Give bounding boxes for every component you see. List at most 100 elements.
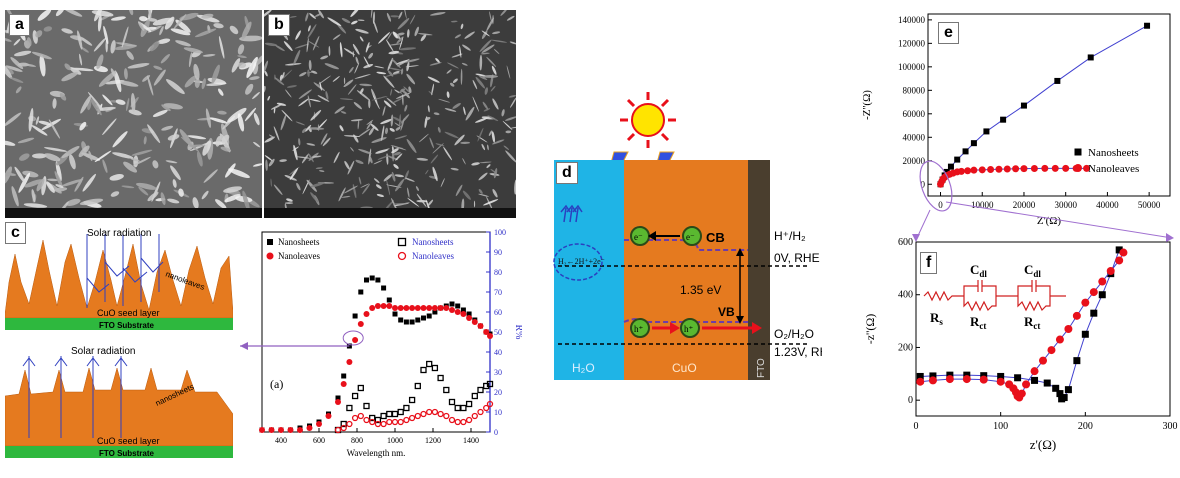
series-1-point — [386, 303, 393, 309]
panel-f: 0 100 200 300 0 200 400 600 z'(Ω) -z''(Ω) Cdl Cdl Rs… — [860, 236, 1180, 473]
series-0-point — [421, 315, 426, 321]
series-2-point — [454, 404, 461, 412]
series-1-point — [352, 337, 359, 343]
series-1-point — [483, 329, 490, 335]
panel-a: a — [5, 10, 262, 218]
series-0-point — [1098, 291, 1106, 299]
circuit-label-r2: Rct — [1024, 314, 1040, 331]
series-0-line — [940, 25, 1148, 185]
h-potential-label: H⁺/H₂ — [774, 229, 806, 243]
series-0-point — [455, 303, 461, 309]
series-3-point — [437, 410, 444, 418]
legend-label: Nanoleaves — [1088, 163, 1139, 175]
series-1-point — [316, 421, 322, 427]
series-1-point — [1055, 335, 1064, 344]
series-1-point — [916, 377, 925, 386]
x-axis-label: Z'(Ω) — [1037, 215, 1062, 227]
series-1-point — [335, 399, 341, 405]
arrowhead — [670, 322, 680, 334]
series-2-point — [386, 410, 393, 418]
series-1-point — [995, 165, 1003, 173]
y-tick-label-right: 30 — [494, 368, 502, 377]
hydrogen-bubble — [553, 243, 603, 281]
series-1-point — [414, 305, 421, 311]
series-0-point — [1087, 54, 1094, 61]
panel-label-a: a — [9, 14, 30, 36]
light-trapping-diagram: Solar radiation nanoleaves CuO seed laye… — [4, 228, 234, 458]
panel-b: b — [264, 10, 516, 218]
series-2-point — [486, 380, 494, 388]
x-tick-label: 0 — [914, 421, 919, 432]
h-potential-value: 0V, RHE — [774, 251, 820, 265]
legend-marker — [1074, 164, 1082, 172]
legend-marker — [266, 252, 274, 260]
y-tick-label: 60000 — [903, 109, 926, 119]
fto-substrate-top — [5, 318, 233, 330]
series-0-point — [426, 313, 432, 319]
series-0-point — [341, 373, 347, 379]
legend-marker — [1074, 148, 1082, 156]
series-2-point — [431, 364, 439, 372]
series-1-point — [945, 375, 954, 384]
y-tick-label: 120000 — [898, 38, 926, 48]
series-1-point — [1072, 311, 1081, 320]
series-1-point — [460, 311, 467, 317]
sem-info-bar — [264, 208, 516, 218]
x-axis-label: z'(Ω) — [1030, 437, 1056, 452]
series-0-point — [1043, 379, 1051, 387]
o-potential-label: O₂/H₂O — [774, 327, 814, 341]
series-1-point — [1098, 277, 1107, 286]
series-1-point — [996, 377, 1005, 386]
y-tick-label-right: 100 — [494, 228, 506, 237]
gas-release-arrows — [560, 204, 583, 223]
series-2-point — [465, 400, 473, 408]
y-tick-label-right: 90 — [494, 248, 502, 257]
series-3-point — [357, 412, 364, 420]
y-tick-label-right: 20 — [494, 388, 502, 397]
h-reaction-label: H₂←2H⁺+2e⁻ — [558, 257, 605, 266]
circuit-label-c1: Cdl — [970, 262, 987, 279]
series-0-point — [1052, 384, 1060, 392]
series-0-point — [364, 277, 369, 283]
series-3-point — [420, 410, 427, 418]
solar-radiation-label-top: Solar radiation — [87, 228, 151, 239]
arrowhead — [240, 342, 248, 350]
panel-label-e: e — [938, 22, 959, 44]
solar-rays-top — [86, 234, 164, 308]
panel-c: Solar radiation nanoleaves CuO seed laye… — [4, 222, 234, 468]
series-0-point — [954, 156, 961, 163]
series-0-point — [1056, 390, 1064, 398]
x-tick-label: 40000 — [1096, 200, 1119, 210]
series-3-point — [340, 424, 347, 432]
vb-label: VB — [718, 305, 735, 319]
series-3-point — [465, 416, 473, 424]
series-1-point — [1062, 164, 1070, 172]
arrowhead — [736, 248, 744, 256]
nyquist-plot-e: 0 10000 20000 30000 40000 50000 0 20000 40000 600… — [861, 13, 1171, 227]
panel-d: e⁻ e⁻ h⁺ h⁺ H₂←2H⁺+2e⁻ CB VB 1.35 eV — [548, 90, 836, 390]
series-2-point — [443, 386, 450, 394]
series-2-point — [369, 414, 376, 422]
series-1-point — [487, 333, 493, 339]
series-3-point — [431, 408, 439, 416]
series-0-point — [1073, 357, 1081, 365]
panel-e: 0 10000 20000 30000 40000 50000 0 20000 40000 600… — [860, 0, 1180, 236]
x-tick-label: 50000 — [1138, 200, 1161, 210]
series-2-point — [460, 404, 467, 412]
series-3-point — [391, 418, 399, 426]
series-0-point — [947, 163, 954, 170]
x-tick-label: 0 — [938, 200, 943, 210]
series-2-point — [408, 396, 416, 404]
series-3-point — [363, 416, 370, 424]
series-0-point — [1064, 386, 1072, 394]
y-axis-label: -z''(Ω) — [863, 314, 877, 345]
highlight-ellipse — [342, 330, 364, 346]
electron-symbol: e⁻ — [686, 232, 695, 242]
solar-radiation-label-bottom: Solar radiation — [71, 346, 135, 357]
series-2-point — [340, 420, 347, 428]
x-tick-label: 1000 — [387, 436, 403, 445]
series-2-point — [357, 384, 364, 392]
panel-label-f: f — [920, 252, 938, 274]
series-1-point — [979, 375, 988, 384]
series-3-point — [408, 414, 416, 422]
